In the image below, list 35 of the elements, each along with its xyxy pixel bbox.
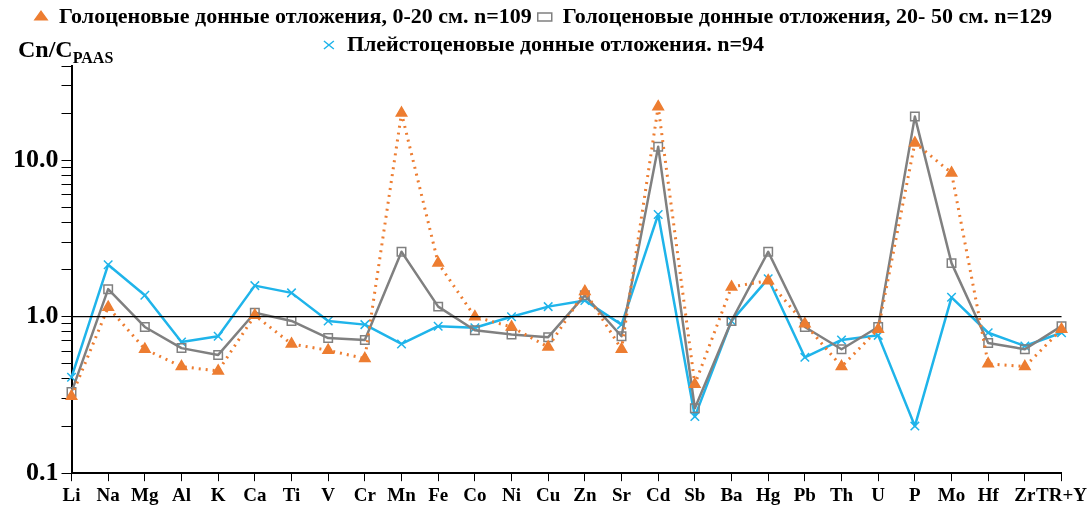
x-tick-label: TR+Y <box>1036 483 1088 505</box>
x-tick-label: V <box>321 483 336 505</box>
legend-label: Голоценовые донные отложения, 0-20 см. n=109 <box>59 2 532 28</box>
x-tick-label: Sb <box>684 483 706 505</box>
x-tick-label: Ni <box>502 483 522 505</box>
x-tick-label: Zr <box>1014 483 1036 505</box>
x-tick-label: Hg <box>756 483 781 505</box>
x-tick-label: P <box>909 483 922 505</box>
legend-label: Плейстоценовые донные отложения. n=94 <box>346 30 765 56</box>
x-tick-label: Cr <box>353 483 377 505</box>
x-tick-label: K <box>210 483 226 505</box>
x-tick-label: Li <box>62 483 81 505</box>
x-tick-label: Cd <box>646 483 671 505</box>
x-tick-label: Mn <box>387 483 417 505</box>
y-tick-label: 0.1 <box>26 456 59 486</box>
x-tick-label: Ti <box>282 483 301 505</box>
x-tick-label: Zn <box>573 483 597 505</box>
x-tick-label: Cu <box>536 483 561 505</box>
x-tick-label: Th <box>829 483 854 505</box>
x-tick-label: Ca <box>243 483 267 505</box>
x-tick-label: Na <box>96 483 121 505</box>
x-tick-label: U <box>871 483 886 505</box>
y-tick-label: 1.0 <box>26 300 59 330</box>
x-tick-label: Fe <box>428 483 449 505</box>
x-tick-label: Mo <box>937 483 966 505</box>
x-tick-label: Pb <box>793 483 816 505</box>
x-tick-label: Hf <box>977 483 1000 505</box>
x-tick-label: Ba <box>720 483 744 505</box>
x-tick-label: Mg <box>131 483 160 505</box>
legend-label: Голоценовые донные отложения, 20- 50 см. n=129 <box>562 2 1052 28</box>
y-tick-label: 10.0 <box>13 143 59 173</box>
x-tick-label: Al <box>172 483 191 505</box>
y-axis-title: Cn/C$_{PAAS}$ <box>18 36 114 67</box>
x-tick-label: Sr <box>612 483 632 505</box>
x-tick-label: Co <box>463 483 487 505</box>
